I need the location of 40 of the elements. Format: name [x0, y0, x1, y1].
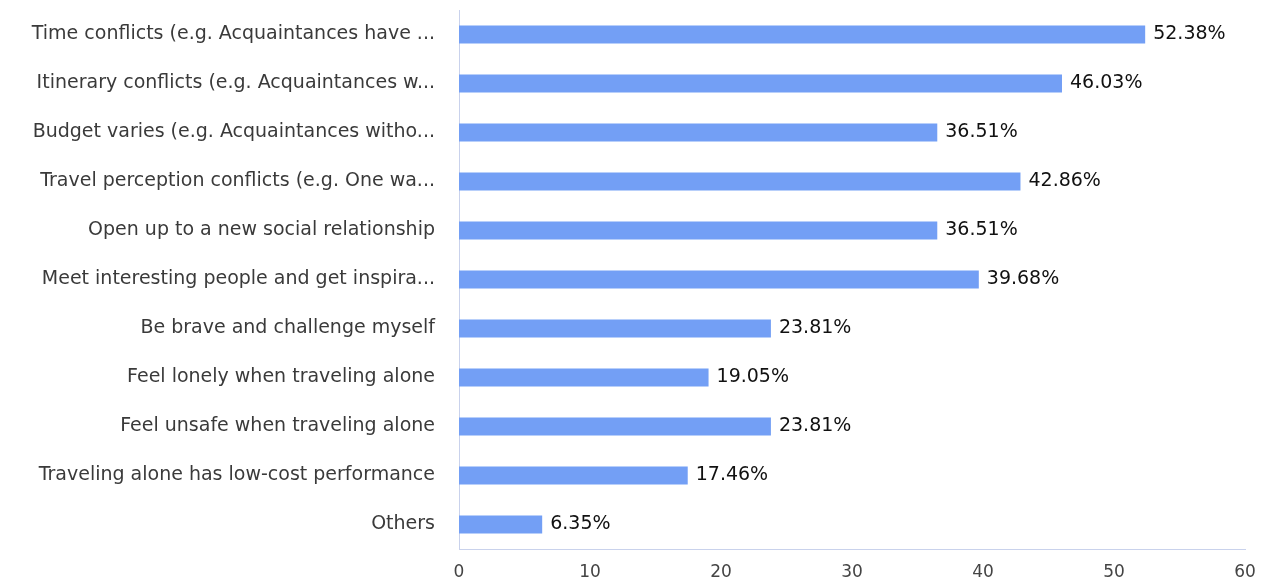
- data-label: 36.51%: [945, 217, 1018, 240]
- data-label: 36.51%: [945, 119, 1018, 142]
- data-label: 46.03%: [1069, 70, 1143, 93]
- x-tick-label: 30: [841, 560, 863, 581]
- y-tick-label: Others: [371, 511, 435, 534]
- bar: [459, 74, 1062, 93]
- y-tick-label: Be brave and challenge myself: [140, 315, 437, 338]
- y-tick-label: Time conflicts (e.g. Acquaintances have ...: [30, 21, 435, 44]
- y-tick-label: Feel lonely when traveling alone: [127, 364, 435, 387]
- bar: [459, 25, 1146, 44]
- bar: [459, 515, 543, 534]
- bar: [459, 417, 771, 436]
- x-tick-label: 40: [972, 560, 994, 581]
- x-tick-label: 50: [1103, 560, 1125, 581]
- y-tick-label: Traveling alone has low-cost performance: [37, 462, 435, 485]
- data-label: 23.81%: [778, 315, 852, 338]
- data-label: 39.68%: [986, 266, 1060, 289]
- y-tick-label: Open up to a new social relationship: [88, 217, 435, 240]
- data-label: 17.46%: [695, 462, 769, 485]
- y-tick-label: Budget varies (e.g. Acquaintances witho...: [32, 119, 435, 142]
- data-label: 52.38%: [1153, 21, 1226, 44]
- bar: [459, 172, 1021, 191]
- x-tick-label: 20: [710, 560, 732, 581]
- bar: [459, 368, 709, 387]
- y-tick-label: Meet interesting people and get inspira...: [41, 266, 435, 289]
- data-label: 19.05%: [716, 364, 790, 387]
- y-tick-label: Travel perception conflicts (e.g. One wa...: [39, 168, 435, 191]
- y-tick-label: Itinerary conflicts (e.g. Acquaintances w...: [36, 70, 435, 93]
- bar: [459, 123, 938, 142]
- bar: [459, 466, 688, 485]
- y-tick-label: Feel unsafe when traveling alone: [120, 413, 435, 436]
- data-label: 42.86%: [1028, 168, 1101, 191]
- bar: [459, 319, 771, 338]
- data-label: 23.81%: [778, 413, 852, 436]
- x-tick-label: 60: [1234, 560, 1256, 581]
- data-label: 6.35%: [550, 511, 611, 534]
- bar: [459, 221, 938, 240]
- bar: [459, 270, 979, 289]
- x-tick-label: 0: [453, 560, 465, 581]
- x-tick-label: 10: [579, 560, 601, 581]
